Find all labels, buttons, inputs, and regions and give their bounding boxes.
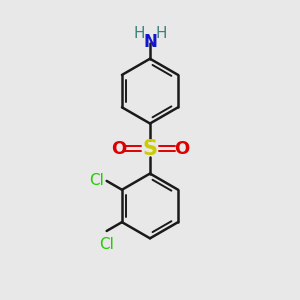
Text: O: O [111,140,126,158]
Text: H: H [133,26,145,41]
Text: S: S [142,139,158,158]
Text: Cl: Cl [89,173,104,188]
Text: Cl: Cl [99,238,114,252]
Text: H: H [155,26,167,41]
Text: N: N [143,33,157,51]
Text: O: O [174,140,189,158]
